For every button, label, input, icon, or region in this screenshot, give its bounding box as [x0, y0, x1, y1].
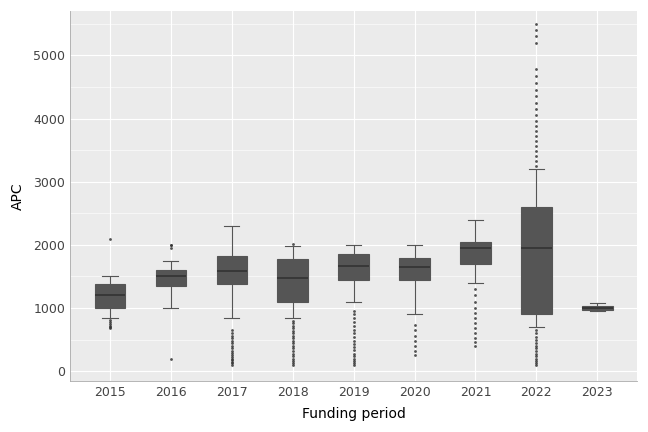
PathPatch shape	[399, 257, 430, 280]
PathPatch shape	[521, 207, 551, 314]
PathPatch shape	[156, 270, 186, 286]
PathPatch shape	[460, 242, 491, 264]
PathPatch shape	[95, 284, 125, 308]
PathPatch shape	[582, 306, 612, 310]
Y-axis label: APC: APC	[11, 182, 25, 210]
PathPatch shape	[216, 256, 247, 284]
X-axis label: Funding period: Funding period	[302, 407, 406, 421]
PathPatch shape	[277, 259, 308, 302]
PathPatch shape	[338, 254, 369, 280]
